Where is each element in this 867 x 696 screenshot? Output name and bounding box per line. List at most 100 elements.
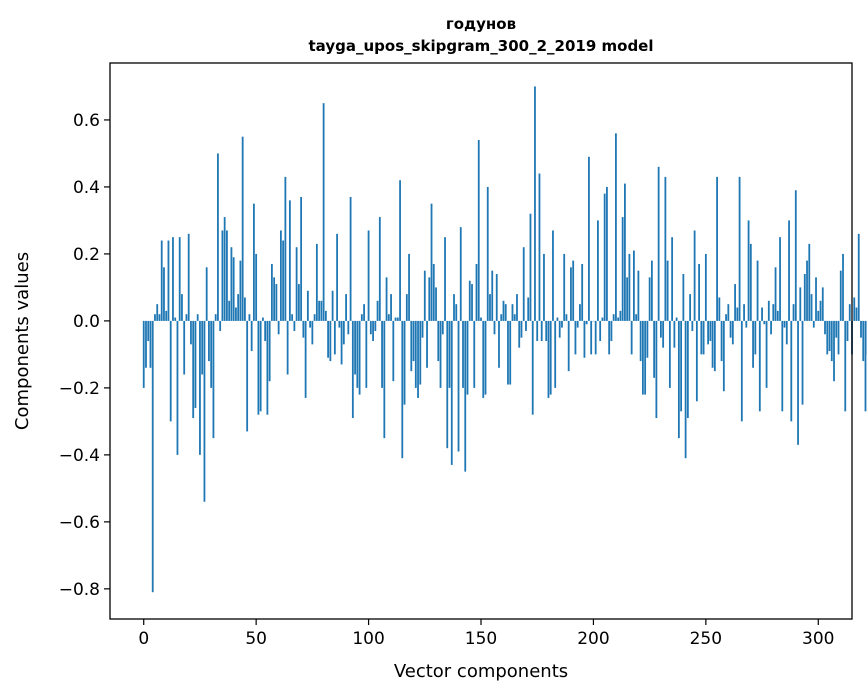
bar bbox=[498, 320, 500, 368]
bar bbox=[570, 267, 572, 321]
bar bbox=[729, 320, 732, 338]
bar bbox=[547, 320, 550, 398]
bar bbox=[414, 320, 417, 388]
bar bbox=[518, 320, 521, 348]
bar bbox=[639, 320, 642, 362]
bar bbox=[149, 320, 152, 368]
bar bbox=[147, 320, 150, 341]
bar bbox=[408, 253, 410, 321]
bar bbox=[529, 213, 532, 321]
y-tick-label: 0.6 bbox=[73, 111, 100, 131]
bar bbox=[740, 320, 743, 422]
bar bbox=[835, 320, 838, 338]
bar bbox=[338, 320, 341, 328]
bar bbox=[635, 314, 638, 321]
bar bbox=[376, 300, 379, 321]
bar bbox=[520, 320, 523, 338]
bar bbox=[464, 320, 467, 472]
bar bbox=[219, 320, 222, 331]
bar bbox=[396, 317, 399, 321]
bar bbox=[214, 314, 217, 321]
bar bbox=[628, 253, 631, 321]
bar bbox=[493, 320, 496, 335]
bar bbox=[799, 287, 802, 321]
bar bbox=[797, 320, 799, 445]
bar bbox=[277, 320, 280, 335]
bar bbox=[561, 320, 563, 328]
bar bbox=[644, 320, 647, 395]
x-tick-label: 100 bbox=[352, 629, 384, 649]
bar bbox=[610, 320, 613, 341]
bar bbox=[331, 290, 334, 321]
bar bbox=[761, 307, 763, 321]
bar bbox=[167, 240, 170, 321]
bar bbox=[349, 196, 352, 321]
bar bbox=[563, 253, 566, 321]
bar bbox=[554, 320, 557, 388]
bar bbox=[385, 277, 388, 321]
bar bbox=[390, 294, 392, 321]
bar bbox=[812, 320, 815, 328]
bar bbox=[567, 320, 570, 372]
bar bbox=[444, 237, 446, 321]
bar bbox=[657, 166, 660, 321]
bar bbox=[646, 320, 649, 358]
y-tick-label: 0.4 bbox=[73, 178, 100, 198]
bar bbox=[576, 320, 579, 328]
bar bbox=[358, 320, 361, 395]
bar bbox=[671, 237, 674, 321]
bar bbox=[300, 196, 303, 321]
bar bbox=[527, 297, 530, 321]
bar bbox=[801, 320, 804, 405]
bar bbox=[581, 263, 584, 321]
bar bbox=[860, 320, 862, 338]
bar bbox=[306, 290, 309, 321]
bar bbox=[509, 320, 512, 385]
bar bbox=[372, 320, 374, 341]
bar bbox=[381, 320, 383, 388]
bar bbox=[718, 297, 721, 321]
bar bbox=[324, 310, 327, 321]
bar bbox=[779, 237, 781, 321]
bar bbox=[187, 233, 190, 321]
bar bbox=[722, 320, 725, 392]
bar bbox=[839, 270, 842, 321]
bar bbox=[230, 247, 233, 321]
bar bbox=[597, 220, 599, 321]
bar bbox=[340, 320, 343, 365]
bar bbox=[552, 230, 554, 321]
bar bbox=[208, 320, 210, 362]
y-tick-label: −0.6 bbox=[59, 513, 100, 533]
bar bbox=[709, 320, 712, 341]
bar bbox=[142, 320, 145, 388]
bar bbox=[673, 320, 676, 348]
bar bbox=[284, 176, 287, 321]
bar bbox=[707, 320, 709, 345]
bar bbox=[821, 287, 824, 321]
bar bbox=[749, 243, 752, 321]
bar bbox=[270, 263, 273, 321]
bar bbox=[183, 320, 186, 375]
bar bbox=[457, 320, 460, 452]
bar bbox=[583, 320, 586, 358]
bar bbox=[857, 233, 860, 321]
bar bbox=[691, 320, 694, 331]
bar bbox=[572, 260, 575, 321]
bar bbox=[471, 284, 473, 321]
y-axis-ticks: −0.8 −0.6 −0.4 −0.2 0.0 0.2 0.4 0.6 bbox=[59, 111, 110, 600]
bar bbox=[633, 250, 635, 321]
bar bbox=[579, 304, 581, 321]
bar bbox=[756, 260, 759, 321]
bar bbox=[286, 320, 289, 375]
bar bbox=[246, 320, 249, 432]
bar bbox=[752, 320, 754, 368]
bar bbox=[282, 240, 285, 321]
bar bbox=[853, 297, 856, 321]
x-tick-label: 300 bbox=[802, 629, 834, 649]
bar-series bbox=[142, 86, 867, 593]
bar bbox=[345, 294, 347, 321]
bar bbox=[151, 320, 154, 593]
bar bbox=[374, 320, 377, 331]
bar bbox=[585, 320, 588, 325]
